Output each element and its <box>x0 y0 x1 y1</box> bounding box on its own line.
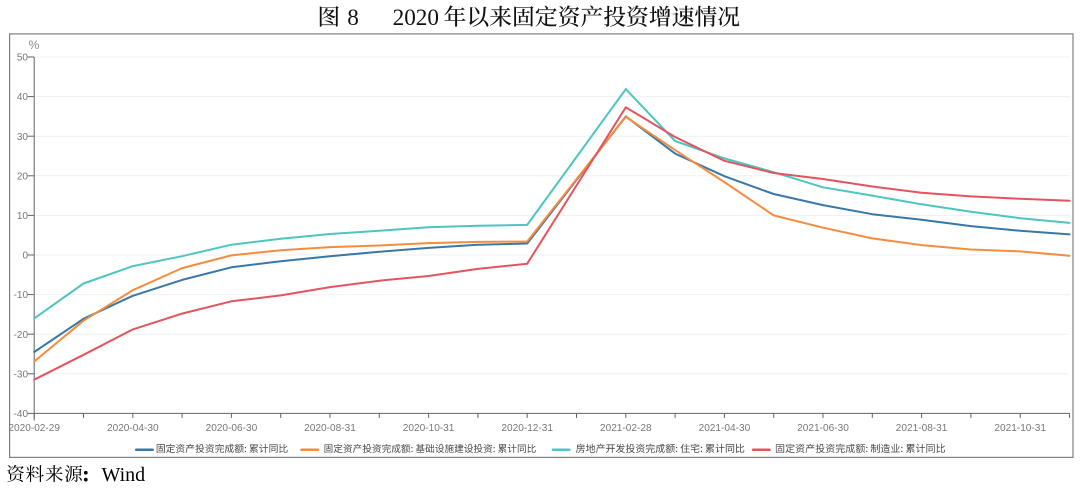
svg-text:2020-08-31: 2020-08-31 <box>304 423 356 434</box>
svg-text:%: % <box>29 38 40 52</box>
svg-text:2020-02-29: 2020-02-29 <box>8 423 60 434</box>
svg-text:2020-06-30: 2020-06-30 <box>206 423 258 434</box>
svg-text:2021-02-28: 2021-02-28 <box>600 423 652 434</box>
svg-text:2021-10-31: 2021-10-31 <box>994 423 1046 434</box>
svg-text:2021-06-30: 2021-06-30 <box>797 423 849 434</box>
svg-text:2020-10-31: 2020-10-31 <box>403 423 455 434</box>
svg-text:10: 10 <box>17 211 29 222</box>
svg-text:30: 30 <box>17 132 29 143</box>
svg-text:2021-04-30: 2021-04-30 <box>699 423 751 434</box>
svg-text:20: 20 <box>17 171 29 182</box>
svg-text:0: 0 <box>22 251 28 262</box>
svg-text:2020-12-31: 2020-12-31 <box>501 423 553 434</box>
svg-text:-30: -30 <box>14 369 29 380</box>
svg-text:-10: -10 <box>14 290 29 301</box>
svg-text:-20: -20 <box>14 330 29 341</box>
svg-text:50: 50 <box>17 53 29 64</box>
svg-text:40: 40 <box>17 92 29 103</box>
svg-text:-40: -40 <box>14 409 29 420</box>
svg-text:2020-04-30: 2020-04-30 <box>107 423 159 434</box>
svg-text:Wind: Wind <box>102 464 146 486</box>
svg-text:8: 8 <box>347 5 359 31</box>
svg-text:2020: 2020 <box>393 5 439 31</box>
svg-text:2021-08-31: 2021-08-31 <box>896 423 948 434</box>
